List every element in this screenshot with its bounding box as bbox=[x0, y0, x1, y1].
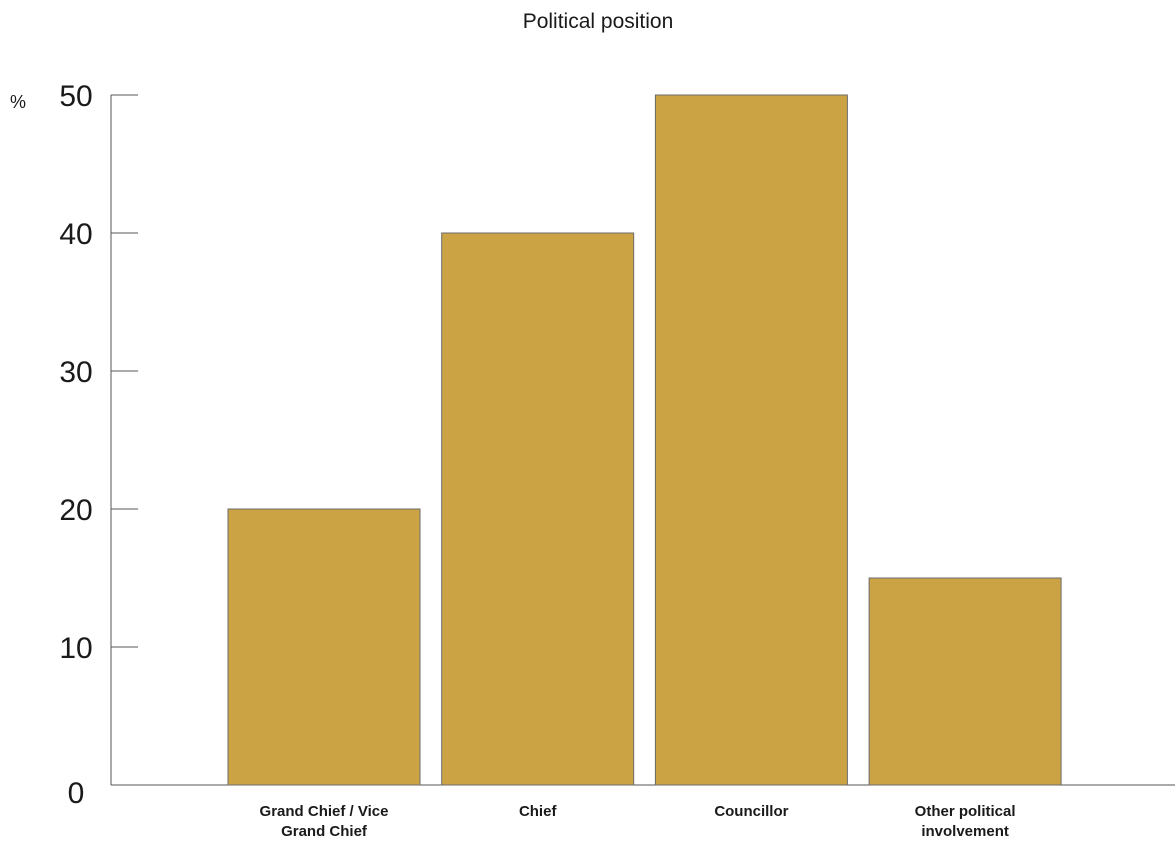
y-tick-label: 20 bbox=[59, 494, 92, 527]
x-category-label: Grand Chief / Vice bbox=[260, 803, 389, 820]
x-category-label: Councillor bbox=[714, 803, 788, 820]
x-category-label: Other political bbox=[915, 803, 1016, 820]
bar bbox=[441, 232, 635, 786]
y-tick-label: 40 bbox=[59, 218, 92, 251]
y-axis-unit-label: % bbox=[10, 92, 26, 112]
bar bbox=[654, 94, 848, 786]
x-category-label: Grand Chief bbox=[281, 823, 368, 840]
x-category-label: involvement bbox=[921, 823, 1009, 840]
bar bbox=[868, 577, 1062, 786]
chart-title: Political position bbox=[523, 10, 674, 33]
bar bbox=[227, 508, 421, 786]
x-category-label: Chief bbox=[519, 803, 558, 820]
y-tick-label: 50 bbox=[59, 80, 92, 113]
y-tick-label: 10 bbox=[59, 632, 92, 665]
y-tick-labels: 0 10 20 30 40 50 bbox=[59, 80, 92, 810]
x-category-labels: Grand Chief / Vice Grand Chief Chief Counci… bbox=[260, 803, 1016, 840]
bars-group bbox=[227, 94, 1062, 786]
y-tick-label: 0 bbox=[68, 777, 85, 810]
y-tick-label: 30 bbox=[59, 356, 92, 389]
